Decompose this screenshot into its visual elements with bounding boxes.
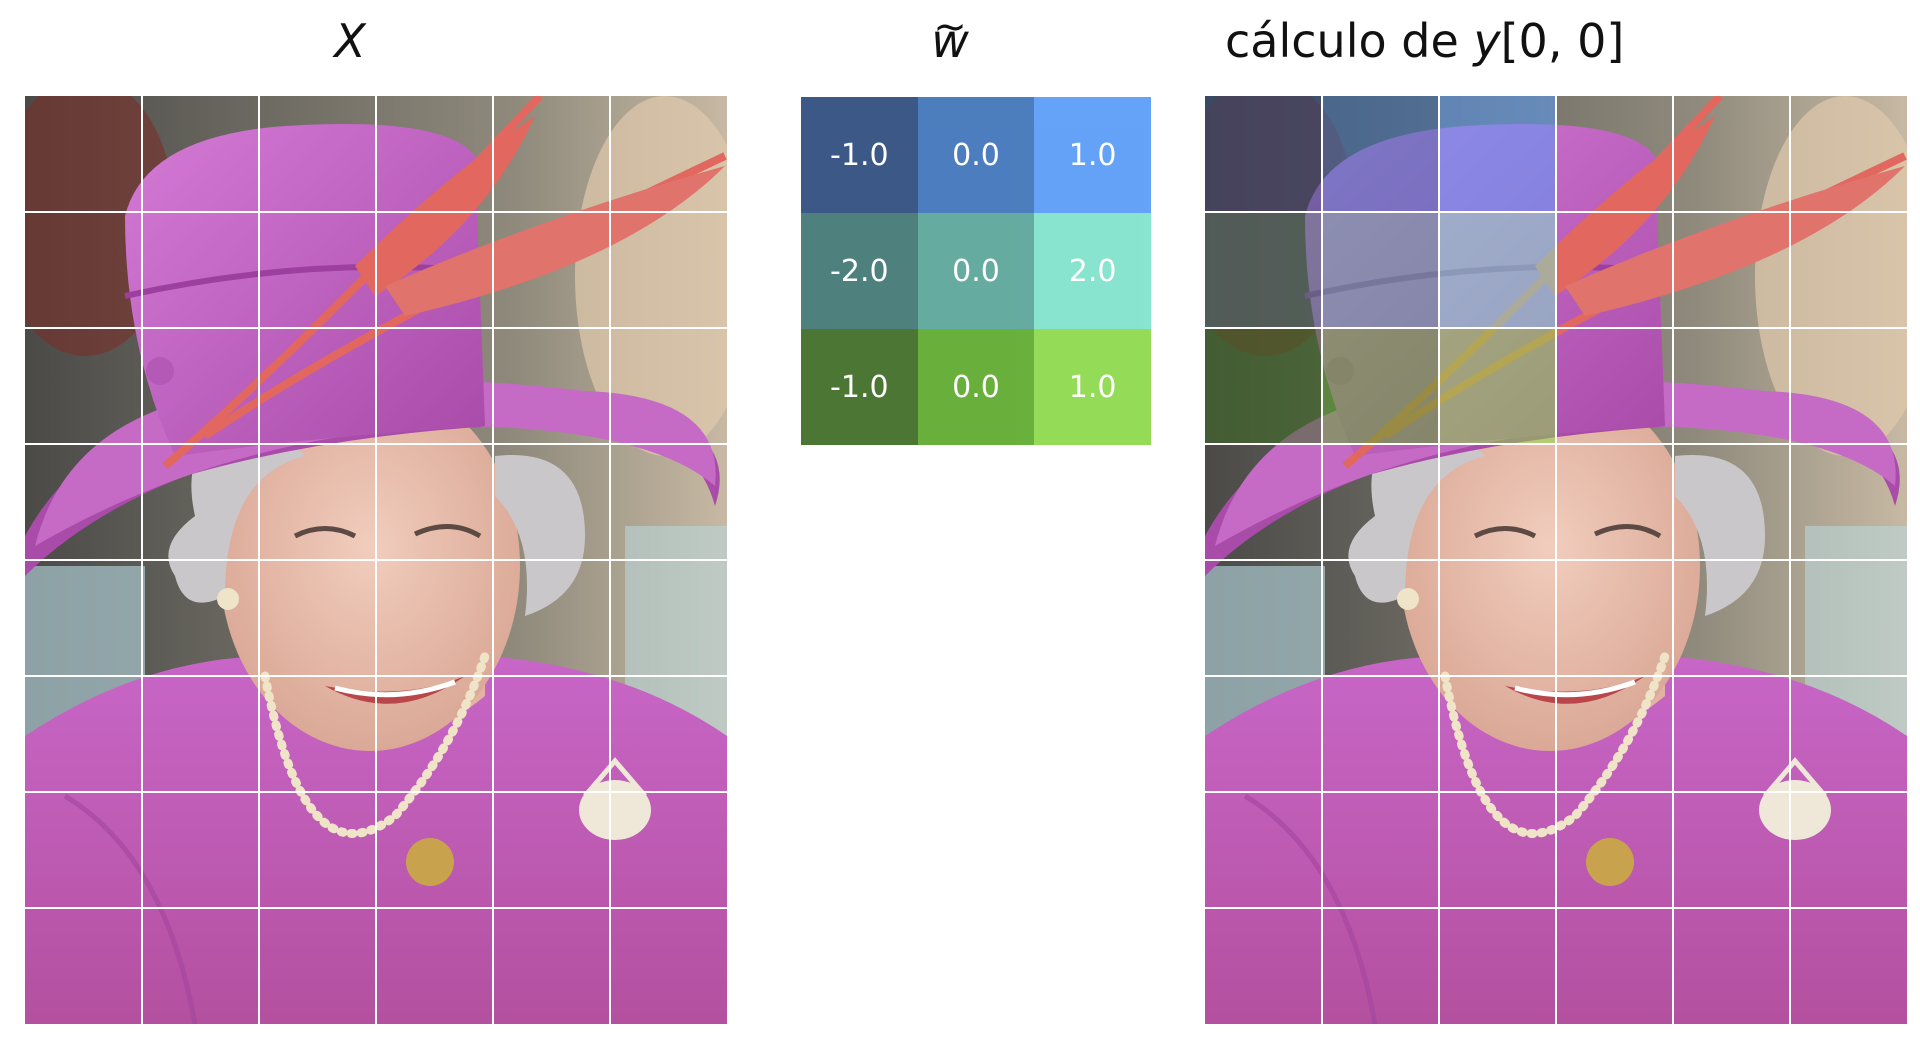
kernel-cell: 1.0 xyxy=(1034,329,1151,445)
overlay-cell xyxy=(1322,212,1439,328)
calc-title-index: [0, 0] xyxy=(1500,14,1625,68)
kernel-cell: -1.0 xyxy=(801,329,918,445)
portrait-photo xyxy=(25,96,727,1024)
kernel-cell: 1.0 xyxy=(1034,97,1151,213)
kernel-cell: 0.0 xyxy=(917,97,1035,213)
kernel-overlay xyxy=(1205,96,1556,444)
kernel-cell: 0.0 xyxy=(917,213,1035,329)
input-image-panel xyxy=(25,96,727,1024)
overlay-cell xyxy=(1439,328,1556,444)
kernel-cell: -1.0 xyxy=(801,97,918,213)
calc-image-panel xyxy=(1205,96,1907,1024)
tilde-mark: ~ xyxy=(933,4,967,50)
kernel-title: ~ w xyxy=(920,4,980,76)
kernel-cell: 0.0 xyxy=(917,329,1035,445)
overlay-cell xyxy=(1322,328,1439,444)
kernel-cell: -2.0 xyxy=(801,213,918,329)
kernel-cell: 2.0 xyxy=(1034,213,1151,329)
overlay-cell xyxy=(1439,212,1556,328)
overlay-cell xyxy=(1322,96,1439,212)
kernel-symbol: ~ w xyxy=(931,4,969,76)
overlay-cell xyxy=(1205,212,1322,328)
calc-title-var: y xyxy=(1473,14,1501,68)
output-calc-title: cálculo de y[0, 0] xyxy=(1225,6,1624,76)
kernel-matrix: -1.0 0.0 1.0 -2.0 0.0 2.0 -1.0 0.0 1.0 xyxy=(801,97,1151,445)
kernel-letter: w xyxy=(931,14,969,68)
input-matrix-title: X xyxy=(334,14,366,68)
calc-title-prefix: cálculo de xyxy=(1225,14,1474,68)
overlay-cell xyxy=(1205,328,1322,444)
overlay-cell xyxy=(1439,96,1556,212)
overlay-cell xyxy=(1205,96,1322,212)
